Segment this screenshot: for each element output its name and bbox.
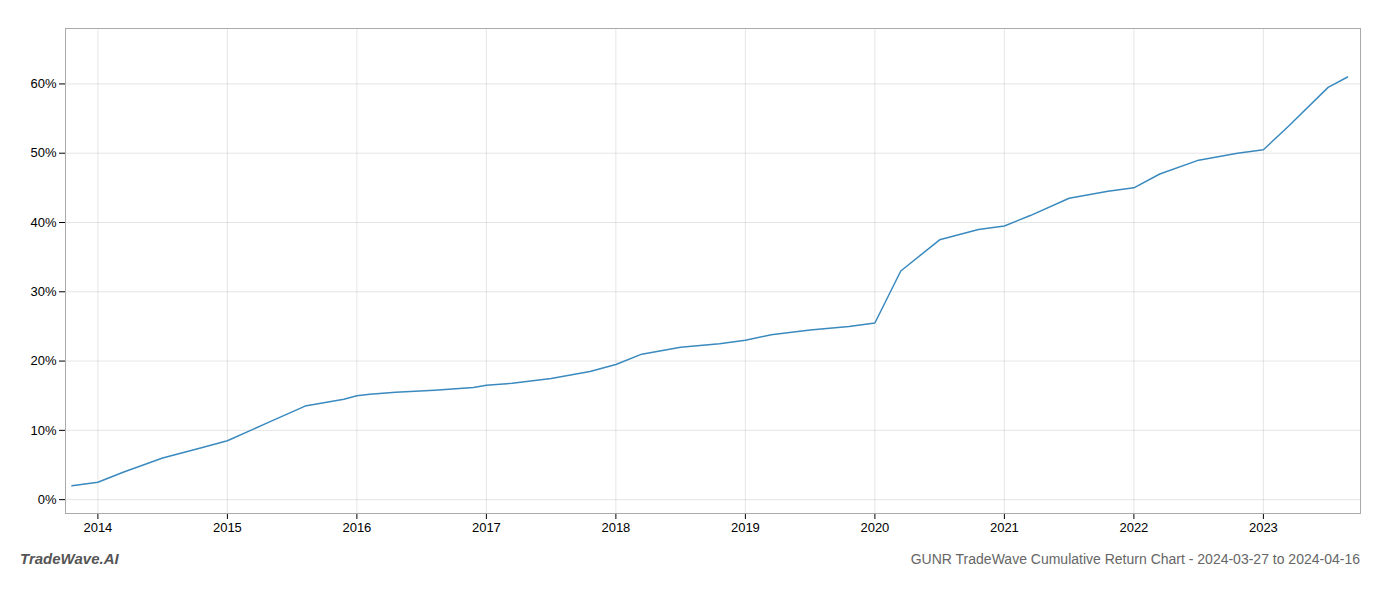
svg-text:60%: 60% — [30, 76, 56, 91]
svg-text:2018: 2018 — [601, 520, 630, 535]
svg-text:20%: 20% — [30, 353, 56, 368]
svg-text:50%: 50% — [30, 145, 56, 160]
svg-text:40%: 40% — [30, 215, 56, 230]
svg-text:2019: 2019 — [731, 520, 760, 535]
svg-text:0%: 0% — [38, 492, 57, 507]
svg-text:2014: 2014 — [83, 520, 112, 535]
svg-text:2016: 2016 — [342, 520, 371, 535]
svg-text:2015: 2015 — [213, 520, 242, 535]
svg-text:10%: 10% — [30, 423, 56, 438]
svg-text:2022: 2022 — [1119, 520, 1148, 535]
html-text:GUNR TradeWave Cumulative Retu: GUNR TradeWave Cumulative Return Chart -… — [910, 551, 1360, 567]
svg-text:30%: 30% — [30, 284, 56, 299]
svg-text:2023: 2023 — [1249, 520, 1278, 535]
svg-text:2017: 2017 — [472, 520, 501, 535]
svg-text:2021: 2021 — [990, 520, 1019, 535]
html-text:TradeWave.AI: TradeWave.AI — [20, 550, 119, 567]
svg-text:2020: 2020 — [860, 520, 889, 535]
